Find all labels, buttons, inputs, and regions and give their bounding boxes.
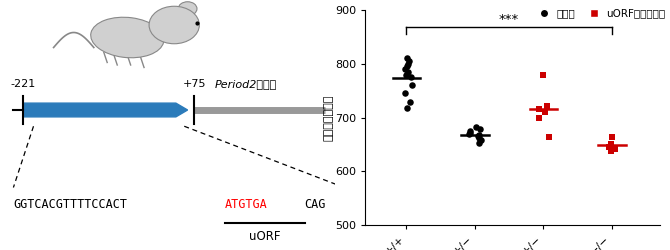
Point <box>537 72 548 76</box>
Point <box>606 142 616 146</box>
Point <box>401 106 412 110</box>
Point <box>400 67 411 71</box>
Point <box>464 129 475 133</box>
Point <box>606 149 617 153</box>
Y-axis label: 睡眠時間（分）: 睡眠時間（分） <box>324 94 334 141</box>
Text: ***: *** <box>499 12 519 26</box>
Point <box>406 75 417 79</box>
Point <box>400 72 411 76</box>
Point <box>474 136 485 140</box>
Point <box>405 100 415 104</box>
Point <box>604 144 614 148</box>
Point <box>473 134 484 138</box>
Point <box>402 62 413 66</box>
Point <box>403 59 414 63</box>
Text: uORF: uORF <box>249 230 281 243</box>
Point <box>401 64 412 68</box>
FancyArrow shape <box>23 103 188 117</box>
Point <box>610 147 620 151</box>
Point <box>474 133 484 137</box>
Legend: 野生型, uORF変異マウス: 野生型, uORF変異マウス <box>529 4 669 23</box>
Point <box>470 125 481 129</box>
Point <box>464 130 475 134</box>
Point <box>543 136 554 140</box>
Point <box>399 91 410 95</box>
Text: ATGTGA: ATGTGA <box>225 198 268 211</box>
Text: CAG: CAG <box>304 198 326 211</box>
Point <box>403 70 413 74</box>
Text: GGTCACGTTTTCCACT: GGTCACGTTTTCCACT <box>13 198 127 211</box>
Point <box>540 110 551 114</box>
Text: Period2遺伝子: Period2遺伝子 <box>214 79 277 89</box>
Point <box>475 127 486 131</box>
Point <box>533 108 544 112</box>
Point <box>476 138 486 142</box>
Text: +75: +75 <box>182 79 206 89</box>
Text: -221: -221 <box>11 79 36 89</box>
Point <box>607 136 618 140</box>
Point <box>401 56 412 60</box>
Circle shape <box>149 6 200 44</box>
Point <box>473 141 484 145</box>
Ellipse shape <box>90 17 164 58</box>
Point <box>533 116 544 119</box>
Circle shape <box>178 2 197 16</box>
Point <box>464 132 474 136</box>
Point <box>541 104 552 108</box>
Point <box>407 83 417 87</box>
